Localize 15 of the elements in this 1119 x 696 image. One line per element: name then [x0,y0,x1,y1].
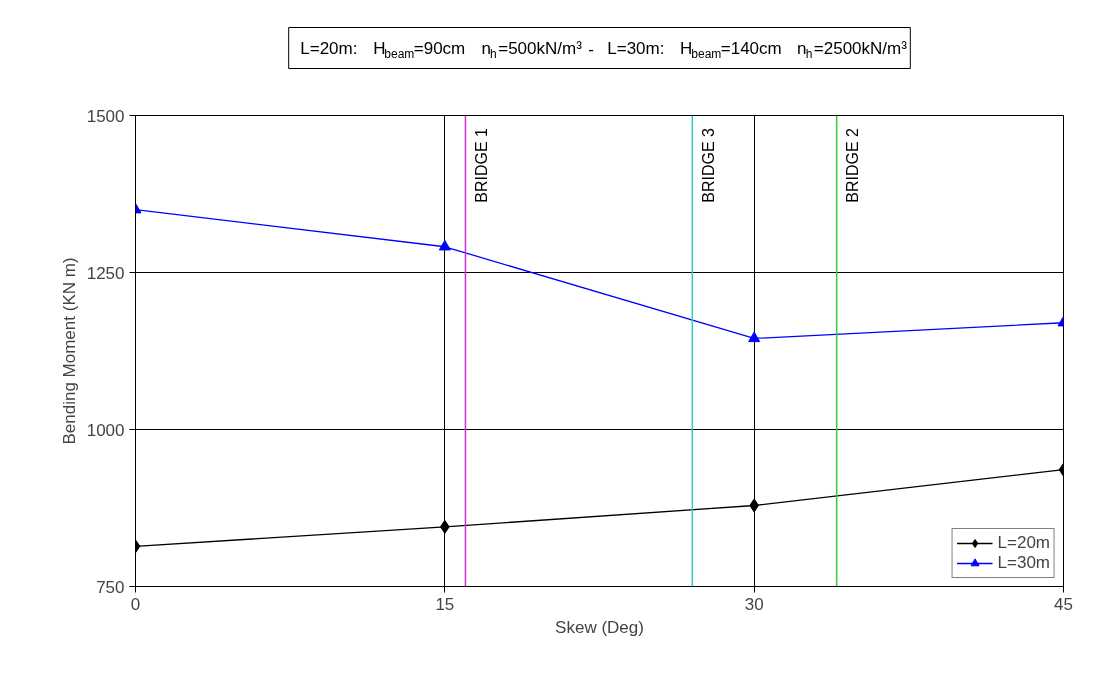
x-axis-title: Skew (Deg) [555,617,644,637]
y-tick-label: 750 [96,577,125,597]
ref-line-label: BRIDGE 2 [843,127,861,203]
x-tick-label: 15 [435,594,455,614]
legend-label: L=30m [997,553,1050,573]
x-tick-label: 0 [130,594,141,614]
ref-line-label: BRIDGE 3 [699,127,717,203]
y-tick-label: 1000 [86,420,125,440]
legend-label: L=20m [997,533,1050,553]
ref-line-label: BRIDGE 1 [472,127,490,203]
x-tick-label: 45 [1054,594,1073,614]
y-axis-title: Bending Moment (KN m) [59,257,79,445]
x-tick-label: 30 [744,594,764,614]
y-tick-label: 1500 [86,106,125,126]
y-tick-label: 1250 [86,263,125,283]
